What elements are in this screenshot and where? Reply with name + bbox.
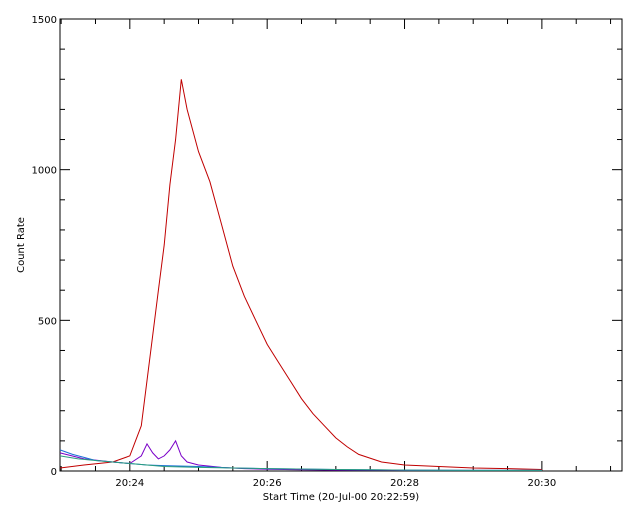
- series-line-1: [59, 439, 542, 471]
- x-tick-label: 20:30: [527, 478, 556, 489]
- series-line-3: [59, 455, 542, 471]
- y-tick-label: 1000: [32, 166, 57, 177]
- x-tick-label: 20:24: [115, 478, 144, 489]
- y-tick-label: 0: [51, 467, 57, 478]
- y-tick-label: 1500: [32, 15, 57, 26]
- y-tick-label: 500: [38, 316, 57, 327]
- x-axis-title: Start Time (20-Jul-00 20:22:59): [263, 492, 420, 503]
- x-axis: 20:24 20:26 20:28 20:30: [60, 19, 612, 489]
- x-tick-label: 20:26: [253, 478, 282, 489]
- y-axis: 0 500 1000 1500: [32, 15, 622, 478]
- plot-frame: [59, 18, 623, 472]
- x-tick-label: 20:28: [390, 478, 419, 489]
- series-line-2: [59, 449, 542, 471]
- series-layer: [59, 79, 542, 471]
- series-line-0: [59, 79, 542, 470]
- y-axis-title: Count Rate: [16, 217, 27, 273]
